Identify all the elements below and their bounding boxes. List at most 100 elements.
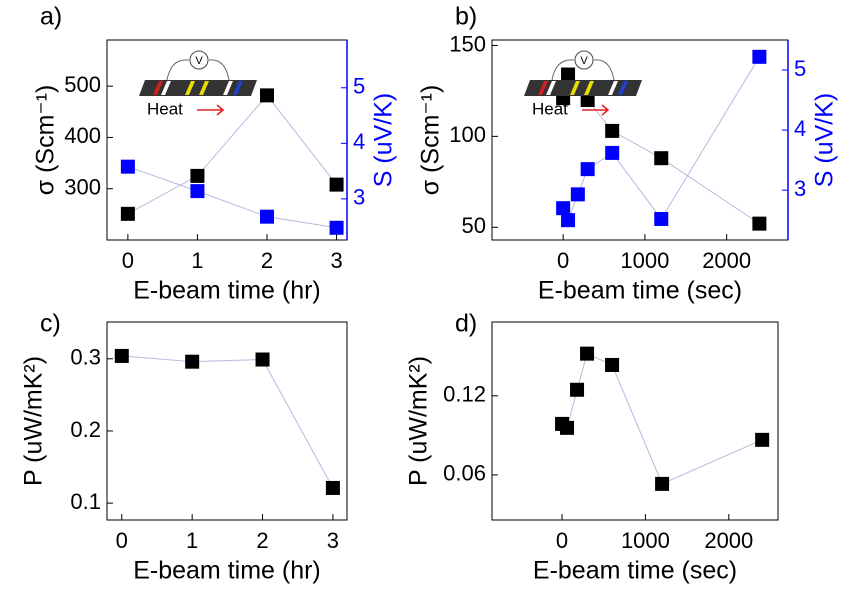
y-tick-label: 0.12 [443, 382, 486, 407]
series-line [127, 94, 337, 215]
series-line [121, 355, 334, 489]
y2-tick-label: 3 [794, 176, 806, 201]
device-electrode [538, 81, 548, 95]
device-electrode [584, 81, 594, 95]
data-point [605, 123, 620, 138]
x-tick-label: 0 [557, 248, 569, 273]
data-point [580, 346, 595, 361]
data-point [654, 211, 669, 226]
data-point [560, 420, 575, 435]
y-tick-label: 0.2 [70, 417, 101, 442]
voltmeter [574, 50, 594, 70]
data-point [561, 67, 576, 82]
x-tick-label: 0 [122, 248, 134, 273]
x-axis-label: E-beam time (sec) [533, 557, 737, 585]
device-electrode [546, 81, 556, 95]
voltmeter-label: V [195, 55, 203, 67]
y-axis-label: P (uW/mK²) [405, 356, 433, 486]
data-point [570, 382, 585, 397]
data-point [329, 220, 344, 235]
y-tick-label: 50 [462, 213, 486, 238]
heat-label: Heat [532, 99, 568, 118]
data-point [114, 348, 129, 363]
device-electrode [199, 81, 209, 95]
data-point [325, 480, 340, 495]
plot-frame [106, 321, 348, 521]
y2-tick-label: 3 [353, 185, 365, 210]
plot-frame [106, 39, 348, 241]
data-point [120, 159, 135, 174]
data-point [255, 352, 270, 367]
data-point [260, 209, 274, 224]
x-tick-label: 1000 [621, 528, 670, 553]
data-point [570, 187, 585, 202]
panel-label: b) [455, 3, 477, 31]
data-point [580, 93, 595, 107]
y-tick-label: 0.1 [70, 489, 101, 514]
y-axis-label: P (uW/mK²) [20, 356, 48, 486]
y2-axis-label: S (uV/K) [811, 93, 839, 187]
panel-label: a) [40, 3, 62, 31]
device-electrode [233, 81, 243, 95]
wire [166, 59, 230, 81]
x-tick-label: 2 [256, 528, 268, 553]
device-electrode [153, 81, 163, 95]
y-axis-label: σ (Scm⁻¹) [32, 85, 60, 196]
voltmeter-label: V [580, 55, 588, 67]
wire [551, 59, 615, 81]
x-axis-label: E-beam time (hr) [133, 557, 321, 585]
data-point [654, 151, 669, 166]
data-point [190, 168, 205, 183]
x-tick-label: 0 [116, 528, 128, 553]
data-point [655, 476, 670, 491]
y-tick-label: 500 [64, 72, 101, 97]
panel-label: c) [40, 310, 61, 338]
x-tick-label: 3 [327, 528, 339, 553]
y2-tick-label: 5 [794, 56, 806, 81]
series-line [127, 166, 337, 229]
x-tick-label: 2000 [704, 528, 753, 553]
y-tick-label: 0.3 [70, 345, 101, 370]
y2-tick-label: 5 [353, 74, 365, 99]
data-point [260, 88, 274, 103]
data-point [329, 177, 344, 192]
plot-frame [491, 39, 789, 241]
x-tick-label: 2000 [702, 248, 751, 273]
data-point [752, 49, 767, 64]
voltmeter [189, 50, 209, 70]
y-tick-label: 0.06 [443, 461, 486, 486]
x-tick-label: 0 [556, 528, 568, 553]
y2-tick-label: 4 [794, 116, 806, 141]
plot-frame [491, 321, 779, 521]
y-tick-label: 150 [449, 31, 486, 56]
data-point [120, 206, 135, 221]
x-tick-label: 1 [186, 528, 198, 553]
heat-label: Heat [147, 99, 183, 118]
y-tick-label: 400 [64, 123, 101, 148]
data-point [561, 213, 576, 228]
x-tick-label: 1 [191, 248, 203, 273]
device-electrode [608, 81, 618, 95]
y-axis-label: σ (Scm⁻¹) [417, 85, 445, 196]
device-electrode [570, 81, 580, 95]
device-electrode [185, 81, 195, 95]
data-point [556, 201, 571, 216]
y-tick-label: 100 [449, 122, 486, 147]
x-axis-label: E-beam time (hr) [133, 277, 321, 305]
device-electrode [618, 81, 628, 95]
y-tick-label: 300 [64, 175, 101, 200]
heat-arrow [197, 104, 225, 116]
x-tick-label: 3 [330, 248, 342, 273]
y2-axis-label: S (uV/K) [370, 93, 398, 187]
data-point [605, 357, 620, 372]
heat-arrow [582, 104, 610, 116]
x-tick-label: 2 [261, 248, 273, 273]
data-point [190, 184, 205, 199]
x-axis-label: E-beam time (sec) [538, 277, 742, 305]
series-line [561, 352, 763, 485]
panel-label: d) [455, 310, 477, 338]
data-point [755, 432, 770, 447]
data-point [752, 216, 767, 231]
device-electrode [223, 81, 233, 95]
